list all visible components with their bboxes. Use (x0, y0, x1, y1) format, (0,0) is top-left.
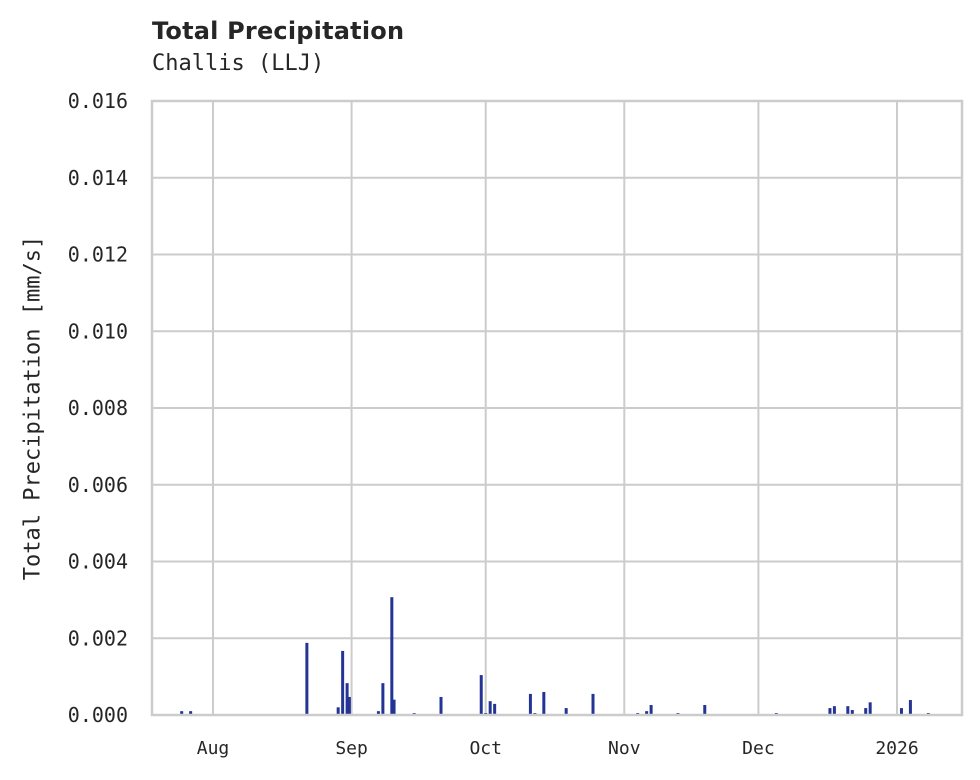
x-tick-label: 2026 (875, 738, 918, 759)
x-tick-label: Sep (335, 738, 368, 759)
y-tick-label: 0.010 (68, 319, 128, 343)
bars (180, 597, 930, 715)
precip-bar (493, 703, 497, 715)
y-axis-ticks: 0.000 0.002 0.004 0.006 0.008 0.010 0.012 0.014… (68, 89, 128, 727)
precip-bar (336, 707, 340, 715)
y-tick-label: 0.012 (68, 243, 128, 267)
y-tick-label: 0.016 (68, 89, 128, 113)
x-tick-label: Aug (197, 738, 230, 759)
precip-bar (439, 696, 443, 715)
precip-bar (381, 683, 385, 715)
chart-subtitle: Challis (LLJ) (152, 51, 325, 76)
precip-bar (479, 675, 483, 715)
gridlines (152, 100, 962, 716)
precip-bar (828, 708, 832, 715)
precip-bar (392, 699, 396, 715)
y-tick-label: 0.000 (68, 703, 128, 727)
precip-bar (528, 693, 532, 715)
precip-bar (846, 706, 850, 715)
precip-bar (908, 700, 912, 715)
precip-bar (542, 691, 546, 715)
precip-bar (345, 683, 349, 715)
precip-bar (645, 711, 649, 715)
y-tick-label: 0.002 (68, 626, 128, 650)
chart-title: Total Precipitation (152, 17, 405, 45)
precip-bar (591, 693, 595, 715)
precip-bar (347, 696, 351, 715)
x-tick-label: Dec (742, 738, 775, 759)
precip-bar (850, 710, 854, 715)
x-axis-ticks: Aug Sep Oct Nov Dec 2026 (197, 738, 919, 759)
precip-bar (488, 701, 492, 715)
y-tick-label: 0.006 (68, 473, 128, 497)
y-tick-label: 0.008 (68, 396, 128, 420)
y-tick-label: 0.014 (68, 166, 128, 190)
precip-bar (305, 642, 309, 715)
precip-bar (703, 705, 707, 715)
precip-bar (864, 708, 868, 715)
precip-bar (180, 711, 184, 715)
precip-bar (899, 708, 903, 715)
precip-bar (376, 711, 380, 715)
precip-bar (341, 650, 345, 715)
precip-bar (832, 706, 836, 715)
precip-bar (564, 708, 568, 715)
precip-bar (189, 711, 193, 715)
precip-bar (868, 702, 872, 715)
x-tick-label: Oct (469, 738, 502, 759)
plot-frame (150, 99, 964, 717)
x-tick-label: Nov (608, 738, 641, 759)
precip-bar (390, 597, 394, 715)
precip-bar (649, 705, 653, 715)
y-tick-label: 0.004 (68, 550, 128, 574)
